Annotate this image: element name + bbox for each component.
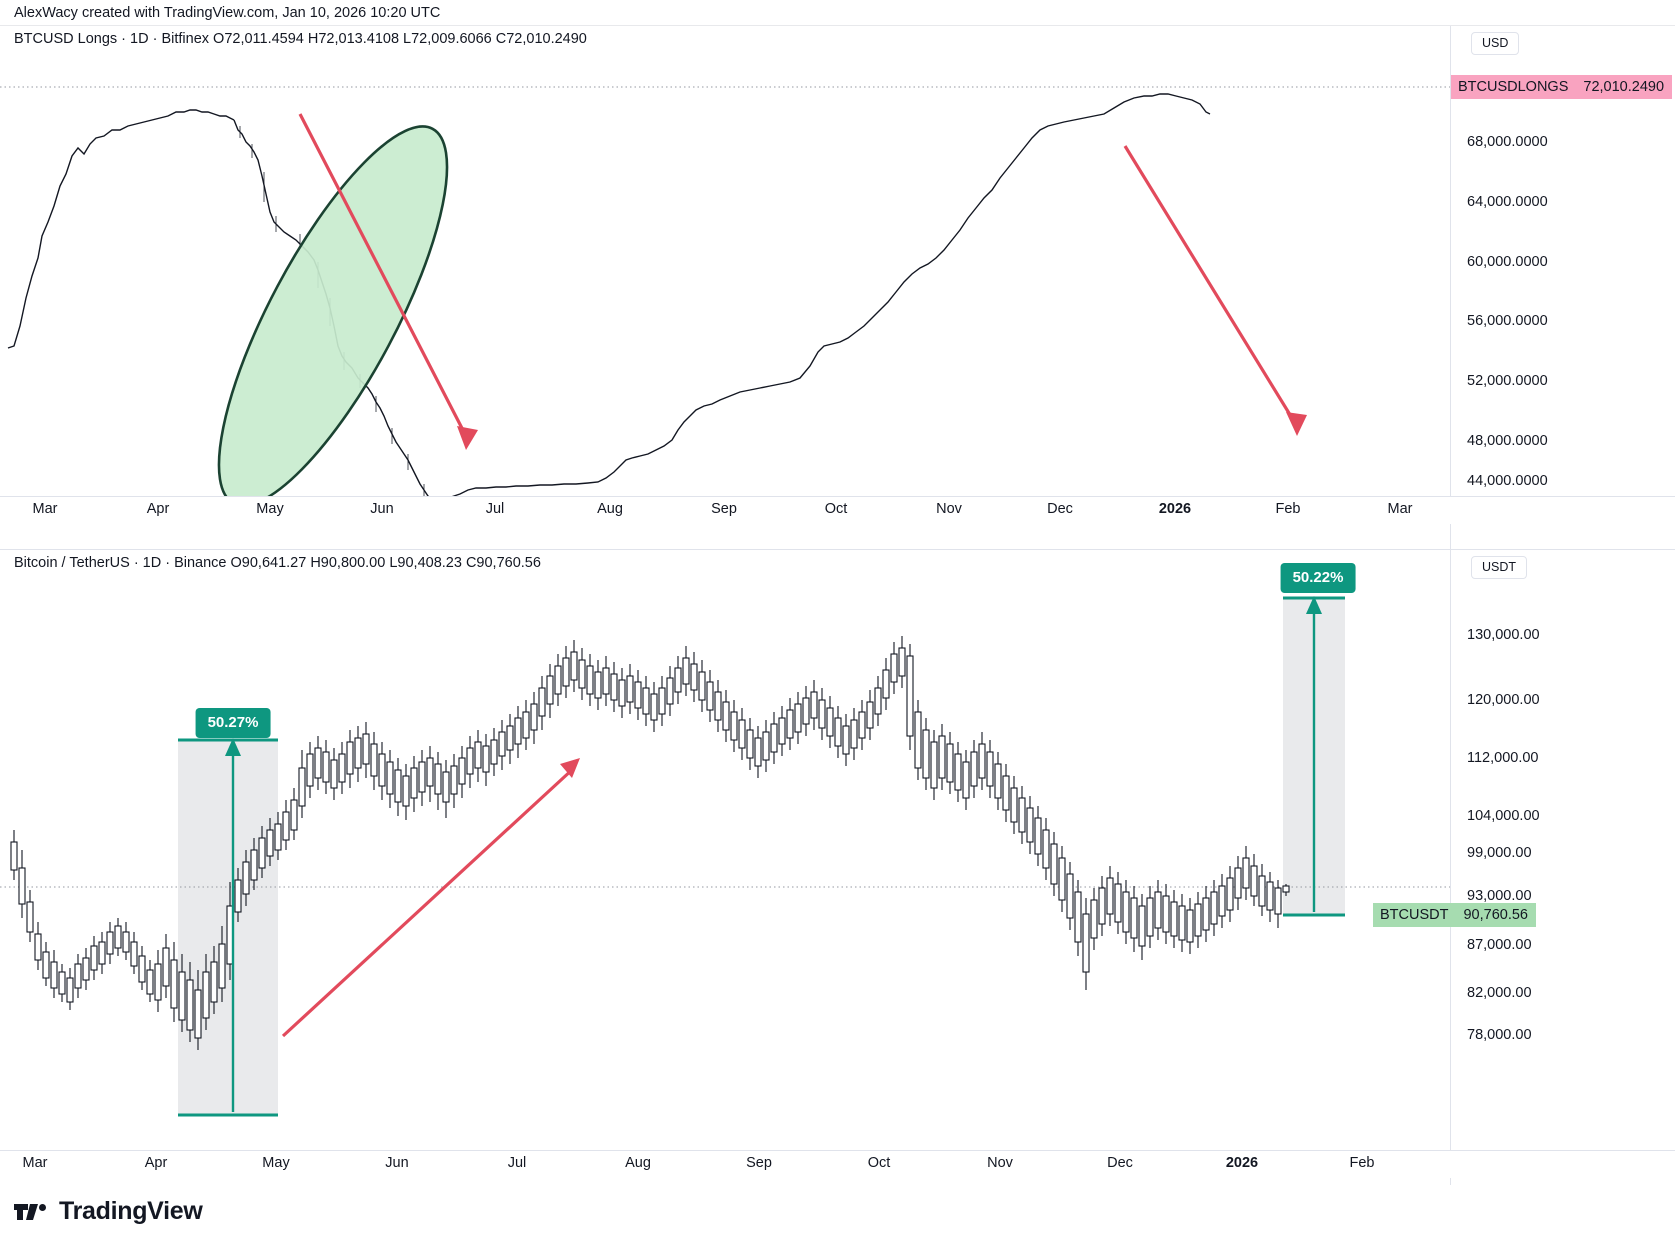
y-tick-top-6: 44,000.0000 [1467,473,1548,489]
legend-bottom-text: Bitcoin / TetherUS · 1D · Binance O90,64… [14,555,541,571]
legend-top[interactable]: BTCUSD Longs · 1D · Bitfinex O72,011.459… [14,31,587,47]
tradingview-logo[interactable]: TradingView [14,1197,203,1226]
x-tick-bottom-0: Mar [22,1155,48,1171]
x-tick-top-4: Jul [485,501,505,517]
x-tick-bottom-8: Nov [987,1155,1013,1171]
plot-area-top[interactable] [0,26,1450,549]
measurement-badge-right-label: 50.22% [1292,569,1344,586]
attribution-bar: AlexWacy created with TradingView.com, J… [0,0,1675,26]
price-tag-btcusdlongs[interactable]: BTCUSDLONGS 72,010.2490 [1451,75,1673,99]
pane-btcusd-longs: BTCUSD Longs · 1D · Bitfinex O72,011.459… [0,26,1675,550]
y-tick-bottom-8: 78,000.00 [1467,1027,1532,1043]
x-tick-top-2: May [256,501,284,517]
highlight-ellipse-longs-drop[interactable] [178,99,488,533]
x-tick-top-0: Mar [32,501,58,517]
up-arrow-annotation[interactable] [281,758,580,1038]
y-tick-bottom-7: 82,000.00 [1467,985,1532,1001]
y-tick-bottom-5: 93,000.00 [1467,888,1532,904]
price-tag-symbol-bottom: BTCUSDT [1373,903,1456,927]
price-tag-btcusdt[interactable]: BTCUSDT 90,760.56 [1373,903,1536,927]
measurement-badge-left[interactable]: 50.27% [195,708,271,738]
legend-bottom[interactable]: Bitcoin / TetherUS · 1D · Binance O90,64… [14,555,541,571]
x-tick-top-6: Sep [711,501,737,517]
y-tick-bottom-6: 87,000.00 [1467,937,1532,953]
y-tick-top-3: 56,000.0000 [1467,313,1548,329]
x-tick-bottom-11: Feb [1349,1155,1375,1171]
y-tick-bottom-3: 104,000.00 [1467,808,1540,824]
tradingview-mark-icon [14,1203,46,1220]
y-tick-bottom-2: 112,000.00 [1467,750,1539,766]
y-tick-top-0: 68,000.0000 [1467,134,1548,150]
tradingview-wordmark: TradingView [59,1197,203,1225]
time-scale-top[interactable]: Mar Apr May Jun Jul Aug Sep Oct Nov Dec … [0,496,1675,524]
y-tick-top-2: 60,000.0000 [1467,254,1548,270]
attribution-text: AlexWacy created with TradingView.com, J… [14,4,441,21]
down-arrow-annotation-2[interactable] [1123,145,1307,436]
x-tick-bottom-9: Dec [1107,1155,1133,1171]
time-scale-bottom[interactable]: Mar Apr May Jun Jul Aug Sep Oct Nov Dec … [0,1150,1675,1178]
y-tick-bottom-4: 99,000.00 [1467,845,1532,861]
x-tick-top-1: Apr [146,501,170,517]
measurement-badge-right[interactable]: 50.22% [1280,563,1356,593]
down-arrow-annotation-1[interactable] [298,113,478,450]
x-tick-top-9: Dec [1047,501,1073,517]
price-tag-value: 72,010.2490 [1575,75,1673,99]
measurement-arrow-left[interactable] [178,738,278,1117]
y-tick-bottom-1: 120,000.00 [1467,692,1540,708]
price-scale-bottom[interactable]: USDT 130,000.00 120,000.00 112,000.00 10… [1373,550,1675,1185]
currency-chip-bottom[interactable]: USDT [1471,556,1528,579]
x-tick-bottom-10: 2026 [1225,1155,1259,1171]
x-tick-top-7: Oct [824,501,848,517]
x-tick-top-10: 2026 [1158,501,1192,517]
top-chart-svg [0,86,1450,533]
measurement-badge-left-label: 50.27% [207,714,259,731]
x-tick-bottom-4: Jul [507,1155,527,1171]
price-scale-top[interactable]: USD BTCUSDLONGS 72,010.2490 68,000.0000 … [1450,26,1675,549]
x-tick-bottom-3: Jun [385,1155,409,1171]
y-tick-top-1: 64,000.0000 [1467,194,1548,210]
x-tick-bottom-1: Apr [144,1155,168,1171]
pane-btcusdt: Bitcoin / TetherUS · 1D · Binance O90,64… [0,550,1675,1185]
longs-series [7,93,1211,503]
candlestick-series [10,636,1290,1050]
y-tick-bottom-0: 130,000.00 [1467,627,1540,643]
footer-bar: TradingView [0,1185,1675,1238]
x-tick-bottom-7: Oct [867,1155,891,1171]
x-tick-bottom-6: Sep [746,1155,772,1171]
x-tick-bottom-2: May [262,1155,290,1171]
y-tick-top-4: 52,000.0000 [1467,373,1548,389]
measurement-arrow-right[interactable] [1283,596,1345,917]
y-tick-top-5: 48,000.0000 [1467,433,1548,449]
x-tick-top-8: Nov [936,501,962,517]
x-tick-top-12: Mar [1387,501,1413,517]
plot-area-bottom[interactable] [0,550,1450,1185]
price-tag-value-bottom: 90,760.56 [1455,903,1536,927]
x-tick-bottom-5: Aug [625,1155,651,1171]
x-tick-top-11: Feb [1275,501,1301,517]
price-tag-symbol: BTCUSDLONGS [1451,75,1576,99]
x-tick-top-3: Jun [370,501,394,517]
legend-top-text: BTCUSD Longs · 1D · Bitfinex O72,011.459… [14,31,587,47]
bottom-chart-svg [0,596,1450,1117]
currency-chip-top[interactable]: USD [1471,32,1520,55]
x-tick-top-5: Aug [597,501,623,517]
